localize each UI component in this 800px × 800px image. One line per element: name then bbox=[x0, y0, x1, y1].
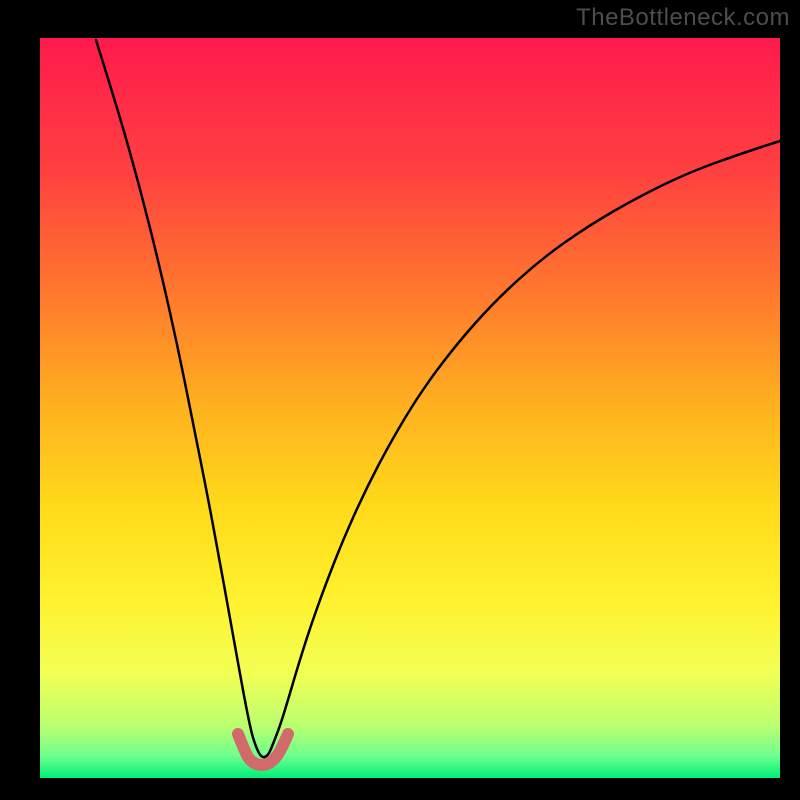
watermark-text: TheBottleneck.com bbox=[576, 4, 790, 32]
bottleneck-chart bbox=[0, 0, 800, 800]
chart-frame: { "watermark": { "text": "TheBottleneck.… bbox=[0, 0, 800, 800]
